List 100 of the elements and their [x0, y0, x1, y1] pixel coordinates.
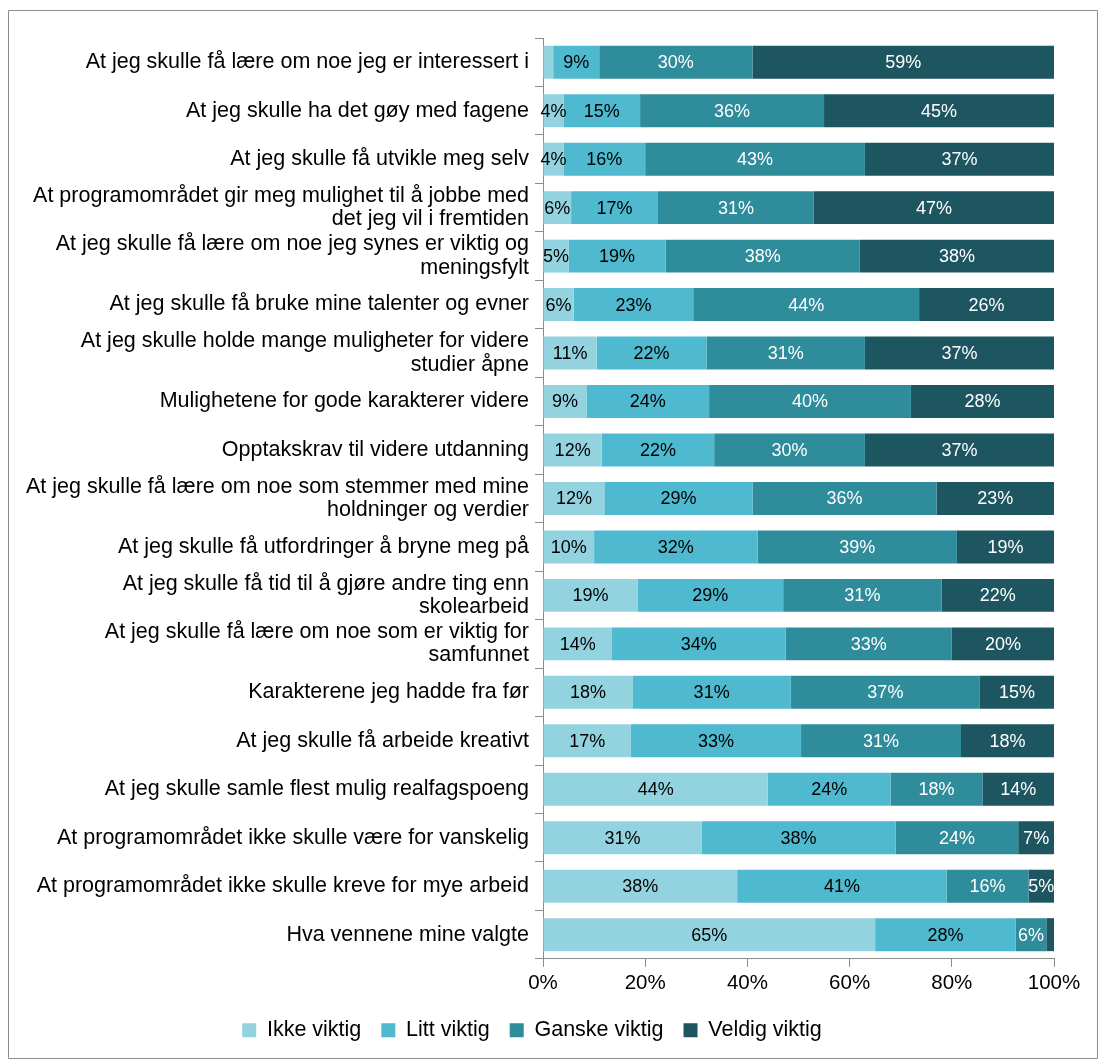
legend-label: Ikke viktig [266, 1017, 362, 1042]
data-label: 17% [596, 197, 633, 218]
data-label: 43% [737, 149, 774, 170]
data-label: 22% [633, 343, 670, 364]
bar [543, 578, 638, 612]
bar [701, 821, 896, 855]
data-label: 15% [583, 100, 620, 121]
data-label: 59% [885, 52, 922, 73]
bar [890, 772, 983, 806]
bar [813, 191, 1054, 225]
y-tick-label: At programområdet gir meg mulighet til å jobbe med det jeg vil i fremtiden [33, 182, 529, 231]
data-label: 14% [1000, 779, 1037, 800]
bar [757, 530, 957, 564]
bar [601, 433, 715, 467]
y-tick-label: At jeg skulle få lære om noe som stemmer med mine holdninger og verdier [25, 473, 529, 521]
bar [859, 239, 1054, 273]
bar [951, 627, 1054, 661]
x-tick-label: 20% [624, 969, 666, 993]
bar [543, 724, 631, 758]
bar [571, 191, 658, 225]
bar [543, 821, 702, 855]
bar [693, 288, 920, 322]
bar [611, 627, 786, 661]
data-label: 30% [657, 52, 694, 73]
data-label: 38% [938, 246, 975, 267]
data-label: 4% [540, 149, 567, 170]
data-label: 24% [938, 827, 975, 848]
y-tick-label: Mulighetene for gode karakterer videre [159, 388, 529, 413]
data-label: 16% [969, 876, 1006, 897]
bar [919, 288, 1054, 322]
bar [543, 772, 768, 806]
bar [645, 142, 865, 176]
y-tick-label: At programområdet ikke skulle kreve for mye arbeid [36, 873, 529, 898]
data-label: 37% [941, 439, 978, 460]
data-label: 26% [968, 294, 1005, 315]
data-label: 4% [540, 100, 567, 121]
bar [941, 578, 1054, 612]
data-label: 14% [559, 633, 596, 654]
y-tick-label: At jeg skulle få bruke mine talenter og evner [109, 291, 529, 316]
bar [568, 239, 666, 273]
data-label: 31% [717, 197, 754, 218]
data-label: 16% [586, 149, 623, 170]
data-label: 22% [979, 585, 1016, 606]
data-label: 38% [744, 246, 781, 267]
bar [801, 724, 961, 758]
bar [657, 191, 814, 225]
bar [596, 336, 707, 370]
bar [875, 918, 1016, 952]
bar [573, 288, 694, 322]
y-tick-label: At jeg skulle få lære om noe jeg er interessert i [85, 49, 529, 74]
data-label: 65% [691, 924, 728, 945]
data-label: 31% [844, 585, 881, 606]
bar [714, 433, 865, 467]
data-label: 5% [1028, 876, 1055, 897]
bar [785, 627, 952, 661]
y-tick-label: At jeg skulle holde mange muligheter for videre studier åpne [80, 328, 529, 376]
bar [910, 385, 1054, 418]
data-label: 19% [572, 585, 609, 606]
bar [956, 530, 1054, 564]
data-label: 20% [984, 633, 1021, 654]
bar [1046, 918, 1054, 952]
data-label: 29% [692, 585, 729, 606]
bar [783, 578, 942, 612]
data-label: 22% [639, 439, 676, 460]
data-label: 17% [569, 730, 606, 751]
data-label: 19% [599, 246, 636, 267]
y-tick-label: Opptakskrav til videre utdanning [221, 436, 529, 461]
y-tick-label: At jeg skulle få arbeide kreativt [236, 727, 530, 752]
bar [767, 772, 891, 806]
data-label: 28% [927, 924, 964, 945]
y-tick-label: At jeg skulle få lære om noe jeg synes er viktig og meningsfylt [55, 231, 530, 279]
bar [752, 481, 937, 515]
bar [982, 772, 1054, 806]
data-label: 29% [660, 488, 697, 509]
bar [936, 481, 1054, 515]
bar [543, 918, 876, 952]
data-label: 33% [697, 730, 734, 751]
bar [543, 869, 738, 903]
bar [706, 336, 865, 370]
data-label: 6% [544, 197, 571, 218]
bar [632, 675, 791, 709]
bar [637, 578, 784, 612]
bar [864, 142, 1054, 176]
data-label: 31% [604, 827, 641, 848]
bar [586, 385, 710, 418]
data-label: 6% [1018, 924, 1045, 945]
bar [864, 336, 1054, 370]
data-label: 38% [622, 876, 659, 897]
x-tick-label: 60% [829, 969, 871, 993]
data-label: 24% [629, 391, 666, 412]
bar [594, 530, 758, 564]
bar [640, 94, 825, 128]
data-label: 9% [551, 391, 578, 412]
y-tick-label: Karakterene jeg hadde fra før [248, 679, 529, 704]
bar [790, 675, 980, 709]
data-label: 36% [714, 100, 751, 121]
data-label: 10% [550, 536, 587, 557]
bar [709, 385, 911, 418]
x-tick-label: 80% [931, 969, 973, 993]
bar [604, 481, 753, 515]
